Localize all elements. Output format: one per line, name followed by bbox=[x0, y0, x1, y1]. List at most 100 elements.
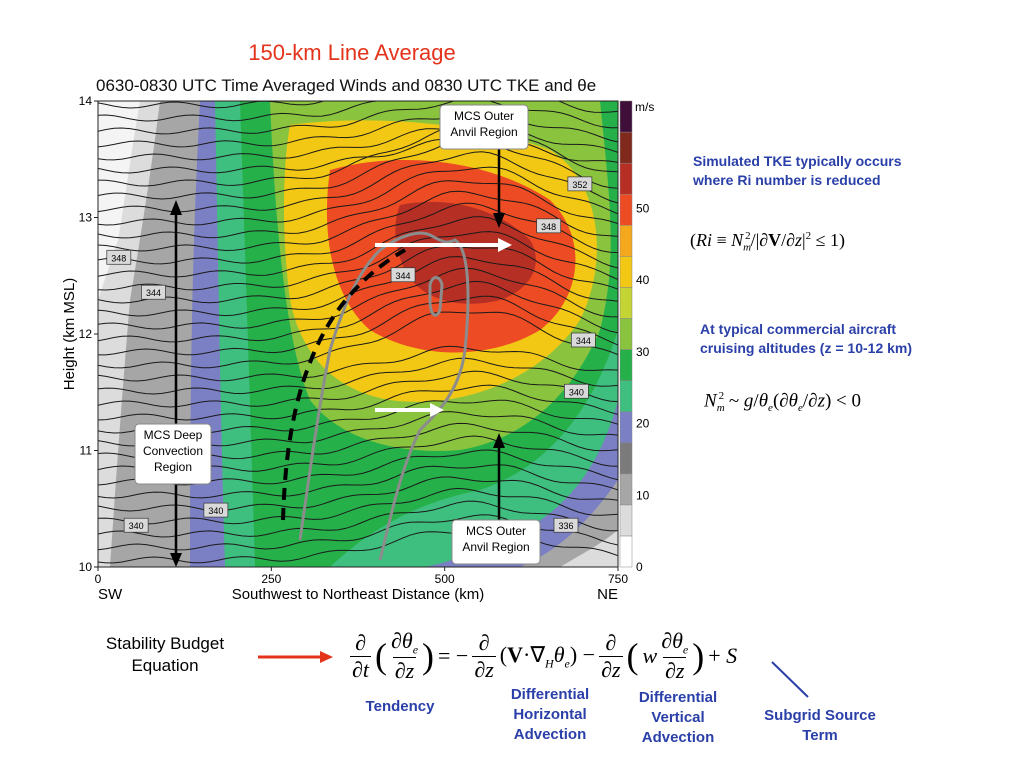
colorbar-segment bbox=[619, 535, 633, 568]
note-tke-line2: where Ri number is reduced bbox=[693, 172, 881, 188]
tke-contour-small bbox=[428, 276, 444, 317]
theta-e-label: 352 bbox=[572, 180, 587, 190]
colorbar-segment bbox=[619, 162, 633, 195]
term-horizontal-line2: Horizontal bbox=[513, 706, 587, 723]
term-vertical-line2: Vertical bbox=[651, 709, 705, 726]
theta-e-contour-line bbox=[98, 345, 618, 382]
colorbar-segment bbox=[619, 380, 633, 412]
wind-arrow-lower bbox=[375, 403, 444, 417]
anvil-arrow-up bbox=[493, 433, 505, 522]
theta-e-contour-line bbox=[98, 216, 618, 278]
theta-e-label-box bbox=[106, 249, 132, 265]
field-east-lightgrey bbox=[560, 530, 618, 567]
theta-e-label: 340 bbox=[569, 387, 584, 397]
theta-e-label: 348 bbox=[111, 253, 126, 263]
theta-e-label: 344 bbox=[576, 336, 591, 346]
theta-e-contour-line bbox=[98, 47, 618, 82]
theta-e-label-box bbox=[141, 284, 166, 300]
y-axis-label: Height (km MSL) bbox=[61, 278, 78, 391]
y-axis-ticks: 10 11 12 13 14 bbox=[79, 94, 98, 574]
colorbar bbox=[619, 100, 633, 568]
annotation-text: Anvil Region bbox=[450, 125, 517, 139]
theta-e-contour-line bbox=[98, 357, 618, 395]
brunt-vaisala-equation: Nm2 ~ g/θe(∂θe/∂z) < 0 bbox=[704, 390, 862, 415]
theta-e-contour-line bbox=[98, 267, 618, 330]
theta-e-label-box bbox=[564, 383, 589, 399]
convection-arrow-vertical bbox=[170, 200, 182, 567]
theta-e-contour-line bbox=[98, 280, 618, 343]
colorbar-segment bbox=[619, 504, 633, 537]
heatmap-field bbox=[98, 47, 618, 567]
colorbar-segment bbox=[619, 100, 633, 133]
term-vertical-line3: Advection bbox=[641, 729, 715, 746]
theta-e-label: 348 bbox=[541, 222, 556, 232]
theta-e-labels: 348 344 340 340 336 352 348 344 340 344 bbox=[106, 176, 596, 533]
theta-e-contour-line bbox=[98, 125, 618, 187]
theta-e-label: 344 bbox=[396, 271, 411, 281]
theta-e-label: 344 bbox=[146, 288, 161, 298]
theta-e-contour-line bbox=[98, 202, 618, 265]
annotation-text: MCS Outer bbox=[466, 524, 526, 538]
y-tick-label: 13 bbox=[79, 211, 93, 225]
y-tick-label: 10 bbox=[79, 560, 93, 574]
term-label-horizontal: Differential Horizontal Advection bbox=[490, 685, 610, 745]
y-tick-label: 12 bbox=[79, 327, 93, 341]
colorbar-tick-label: 50 bbox=[636, 202, 650, 216]
theta-e-label-box bbox=[536, 218, 562, 234]
term-horizontal-line3: Advection bbox=[513, 726, 587, 743]
annotation-box bbox=[439, 104, 529, 150]
colorbar-tick-label: 30 bbox=[636, 345, 650, 359]
theta-e-contour-line bbox=[98, 295, 618, 356]
colorbar-segment bbox=[619, 442, 633, 475]
annotation-box bbox=[134, 423, 212, 485]
theta-e-contour-line bbox=[98, 464, 618, 499]
theta-e-contour-line bbox=[98, 180, 618, 239]
colorbar-segment bbox=[619, 411, 633, 443]
y-tick-label: 11 bbox=[80, 444, 93, 458]
theta-e-label-box bbox=[390, 267, 416, 283]
term-subgrid-line2: Term bbox=[802, 727, 838, 744]
y-tick-label: 14 bbox=[79, 94, 93, 108]
theta-e-label-box bbox=[567, 176, 593, 192]
theta-e-contour-line bbox=[98, 101, 618, 122]
theta-e-contour-line bbox=[98, 111, 618, 148]
budget-label-line2: Equation bbox=[131, 656, 199, 675]
theta-e-contour-line bbox=[98, 101, 618, 135]
x-end-label-left: SW bbox=[98, 586, 123, 603]
colorbar-segment bbox=[619, 318, 633, 350]
theta-e-label: 340 bbox=[208, 506, 223, 516]
x-tick-label: 0 bbox=[95, 572, 102, 586]
x-end-label-right: NE bbox=[597, 586, 618, 603]
colorbar-segment bbox=[619, 473, 633, 506]
term-label-subgrid: Subgrid Source Term bbox=[745, 706, 895, 746]
annotation-text: MCS Deep bbox=[144, 428, 203, 442]
anvil-arrow-down bbox=[493, 148, 505, 228]
theta-e-contour-line bbox=[98, 370, 618, 408]
theta-e-contour-line bbox=[98, 101, 326, 109]
theta-e-contour-line bbox=[98, 166, 618, 226]
term-label-vertical: Differential Vertical Advection bbox=[618, 688, 738, 748]
colorbar-segment bbox=[619, 131, 633, 164]
theta-e-contour-line bbox=[98, 231, 618, 291]
x-axis-ticks: 0 250 500 750 bbox=[95, 567, 628, 586]
theta-e-contour-line bbox=[98, 487, 618, 525]
theta-e-label-box bbox=[553, 517, 579, 533]
colorbar-segment bbox=[619, 287, 633, 319]
note-altitude-line2: cruising altitudes (z = 10-12 km) bbox=[700, 340, 913, 356]
annotation-text: Region bbox=[154, 460, 192, 474]
note-tke-line1: Simulated TKE typically occurs bbox=[693, 153, 902, 169]
theta-e-contour-line bbox=[98, 62, 618, 95]
x-tick-label: 500 bbox=[435, 572, 455, 586]
colorbar-segment bbox=[619, 349, 633, 381]
budget-equation-label: Stability Budget Equation bbox=[80, 633, 250, 677]
theta-e-contour-line bbox=[98, 500, 618, 538]
subgrid-pointer-line bbox=[771, 661, 809, 698]
term-subgrid-line1: Subgrid Source bbox=[764, 707, 876, 724]
stability-budget-equation: ∂ ∂t ( ∂θe ∂z ) = − ∂ ∂z (V·∇Hθe) − ∂ ∂z (w … bbox=[350, 628, 738, 684]
theta-e-label-box bbox=[123, 517, 149, 533]
note-tke: Simulated TKE typically occurs where Ri … bbox=[693, 152, 1013, 190]
slide-title: 150-km Line Average bbox=[248, 40, 456, 65]
colorbar-segment bbox=[619, 256, 633, 288]
theta-e-contour-line bbox=[98, 449, 618, 486]
theta-e-contour-line bbox=[98, 311, 618, 369]
